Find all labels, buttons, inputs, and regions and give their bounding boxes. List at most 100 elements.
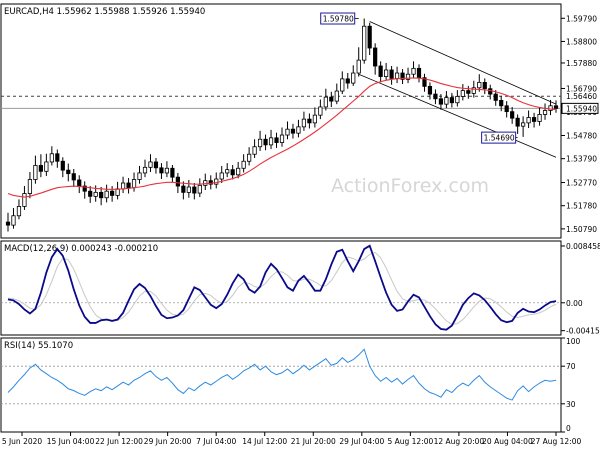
candle-body (367, 25, 372, 49)
symbol-header: EURCAD,H4 1.55962 1.55988 1.55926 1.5594… (4, 7, 205, 17)
candle (230, 164, 235, 180)
x-tick-label: 22 Jun 12:00 (95, 437, 143, 446)
candle (400, 69, 405, 85)
candle (99, 186, 104, 206)
macd-signal-line (7, 251, 557, 325)
candle (285, 121, 290, 140)
candle-body (131, 179, 137, 189)
candle (55, 149, 60, 168)
x-tick-label: 7 Jul 04:00 (196, 437, 236, 446)
current-price-tag (561, 102, 599, 114)
candle (444, 91, 449, 109)
candle-body (515, 117, 520, 127)
candle-body (77, 179, 82, 187)
macd-title: MACD(12,26,9) 0.000243 -0.000210 (4, 244, 158, 254)
candle-body (33, 165, 38, 180)
candle-body (394, 72, 400, 79)
candle (542, 103, 548, 120)
moving-average-line (7, 77, 557, 198)
candle (548, 99, 553, 116)
price-y-tick-label: 1.50790 (566, 225, 597, 234)
annotation-label: 1.54690 (484, 134, 515, 143)
candle-body (16, 206, 22, 217)
rsi-y-tick-label: 100 (566, 337, 581, 346)
candle-body (175, 176, 180, 187)
rsi-y-tick-label: 0 (566, 424, 571, 433)
candle (236, 161, 241, 179)
candle-body (521, 122, 526, 127)
candle-body (488, 88, 493, 95)
candle-body (279, 134, 285, 143)
candle-body (378, 65, 383, 77)
candle (126, 178, 131, 194)
x-tick-label: 27 Aug 12:00 (531, 437, 582, 446)
candle-body (427, 85, 433, 95)
candle (181, 181, 186, 200)
candle-body (71, 173, 76, 181)
candle-body (49, 153, 54, 163)
candle-body (466, 90, 471, 94)
candle-body (22, 193, 27, 207)
candle-body (257, 138, 263, 148)
candle (263, 134, 268, 151)
current-price-label: 1.55940 (566, 104, 597, 113)
candle-body (219, 172, 224, 180)
candle (257, 130, 263, 151)
candle-body (504, 105, 509, 113)
candle-body (323, 96, 328, 108)
candle-body (120, 182, 126, 190)
candle (208, 175, 213, 190)
price-y-tick-label: 1.51780 (566, 202, 597, 211)
candle-body (438, 98, 444, 105)
macd-main-line (7, 244, 557, 331)
candle (66, 163, 71, 182)
candle-body (203, 180, 208, 186)
price-y-tick-label: 1.56790 (566, 84, 597, 93)
candle-body (542, 110, 548, 115)
candle (373, 43, 378, 75)
price-y-tick-label: 1.58800 (566, 37, 597, 46)
candle-body (208, 180, 213, 185)
candle-body (99, 191, 104, 199)
candle-body (27, 179, 33, 194)
candle-body (159, 167, 164, 174)
candle-body (197, 184, 202, 194)
macd-y-tick-label: 0.00 (566, 299, 583, 308)
candle-body (192, 186, 197, 194)
candle (203, 173, 208, 191)
candle (110, 186, 115, 202)
candle (49, 146, 54, 166)
candle (384, 62, 389, 81)
candle (411, 61, 416, 79)
x-tick-label: 12 Aug 20:00 (434, 437, 485, 446)
channel-lower-line (358, 73, 557, 158)
candle (241, 154, 246, 173)
x-tick-label: 21 Jul 20:00 (291, 437, 336, 446)
candle-body (455, 96, 460, 104)
candle-body (104, 190, 109, 199)
candle-body (11, 215, 16, 226)
candle-body (334, 90, 339, 102)
x-tick-label: 15 Jun 04:00 (47, 437, 95, 446)
candle (71, 168, 76, 187)
candle-body (553, 105, 559, 109)
candle-body (236, 167, 241, 176)
price-y-tick-label: 1.59790 (566, 14, 597, 23)
candle-body (389, 69, 394, 79)
annotation-label: 1.59780 (323, 15, 354, 24)
candle (88, 186, 93, 203)
candle (252, 139, 257, 158)
candle-body (373, 47, 378, 67)
price-y-tick-label: 1.57880 (566, 59, 597, 68)
candle-body (548, 105, 553, 111)
price-y-tick-label: 1.52770 (566, 179, 597, 188)
candle-body (449, 97, 454, 104)
candle-body (110, 190, 115, 196)
candle (60, 157, 65, 178)
candle (197, 178, 202, 198)
candle (340, 71, 345, 95)
candle-body (263, 138, 268, 146)
candle (44, 153, 49, 176)
